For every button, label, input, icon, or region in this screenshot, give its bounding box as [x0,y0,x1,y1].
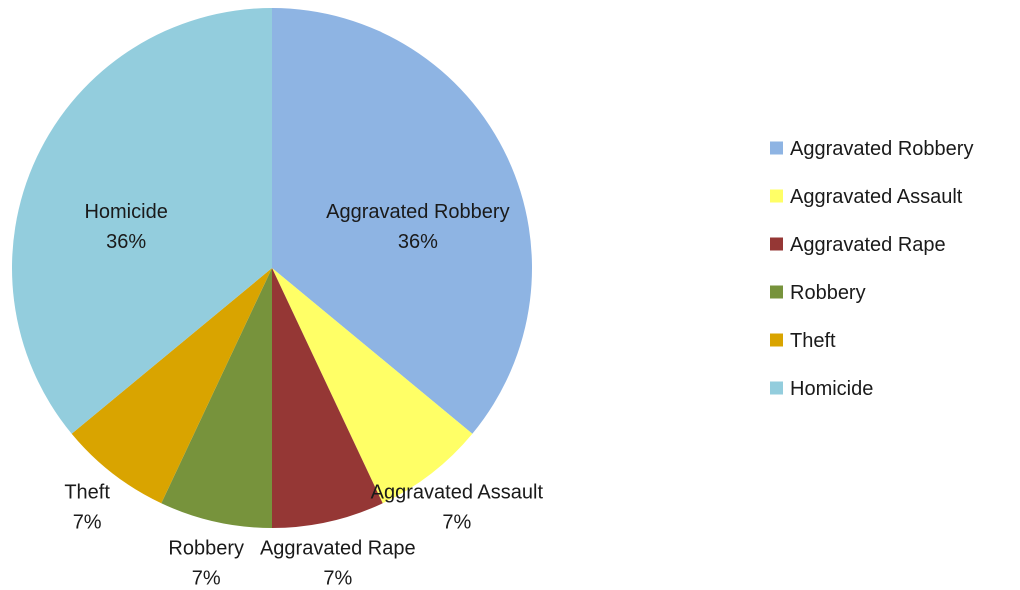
slice-label-category: Robbery [168,537,244,559]
slice-label-aggravated-robbery: Aggravated Robbery 36% [326,201,509,253]
legend-item-aggravated-rape: Aggravated Rape [770,234,946,256]
legend-item-aggravated-assault: Aggravated Assault [770,186,963,208]
legend-label: Aggravated Rape [790,234,946,256]
slice-label-percent: 7% [442,511,471,533]
slice-label-category: Aggravated Robbery [326,201,509,223]
slice-label-aggravated-assault: Aggravated Assault 7% [371,481,544,533]
pie-slices [12,8,532,528]
pie-slice-homicide [12,8,273,434]
pie-slice-aggravated-assault [272,268,473,504]
slice-label-category: Aggravated Assault [371,481,544,503]
slice-label-percent: 7% [73,511,102,533]
legend-item-theft: Theft [770,330,836,352]
legend-item-aggravated-robbery: Aggravated Robbery [770,138,973,160]
slice-label-percent: 7% [323,567,352,589]
pie-slice-aggravated-robbery [272,8,532,434]
pie-slice-robbery [161,268,272,528]
slice-label-aggravated-rape: Aggravated Rape 7% [260,537,416,589]
slice-label-theft: Theft 7% [64,481,110,533]
legend-swatch [770,189,783,203]
slice-label-category: Aggravated Rape [260,537,416,559]
legend-label: Aggravated Assault [790,186,963,208]
slice-label-percent: 36% [106,231,146,253]
legend-label: Aggravated Robbery [790,138,973,160]
legend-swatch [770,237,783,251]
legend-label: Theft [790,330,836,352]
legend-swatch [770,381,783,395]
legend: Aggravated Robbery Aggravated Assault Aggr… [770,138,973,400]
slice-label-robbery: Robbery 7% [168,537,244,589]
slice-label-percent: 36% [398,231,438,253]
legend-item-homicide: Homicide [770,378,873,400]
pie-slice-labels: Aggravated Robbery 36% Aggravated Assault 7… [64,201,543,589]
slice-label-category: Theft [64,481,110,503]
legend-item-robbery: Robbery [770,282,866,304]
pie-slice-aggravated-rape [272,268,383,528]
legend-swatch [770,285,783,299]
slice-label-category: Homicide [84,201,167,223]
legend-swatch [770,333,783,347]
legend-swatch [770,141,783,155]
pie-slice-theft [71,268,272,504]
legend-label: Homicide [790,378,873,400]
legend-label: Robbery [790,282,866,304]
slice-label-percent: 7% [192,567,221,589]
slice-label-homicide: Homicide 36% [84,201,167,253]
